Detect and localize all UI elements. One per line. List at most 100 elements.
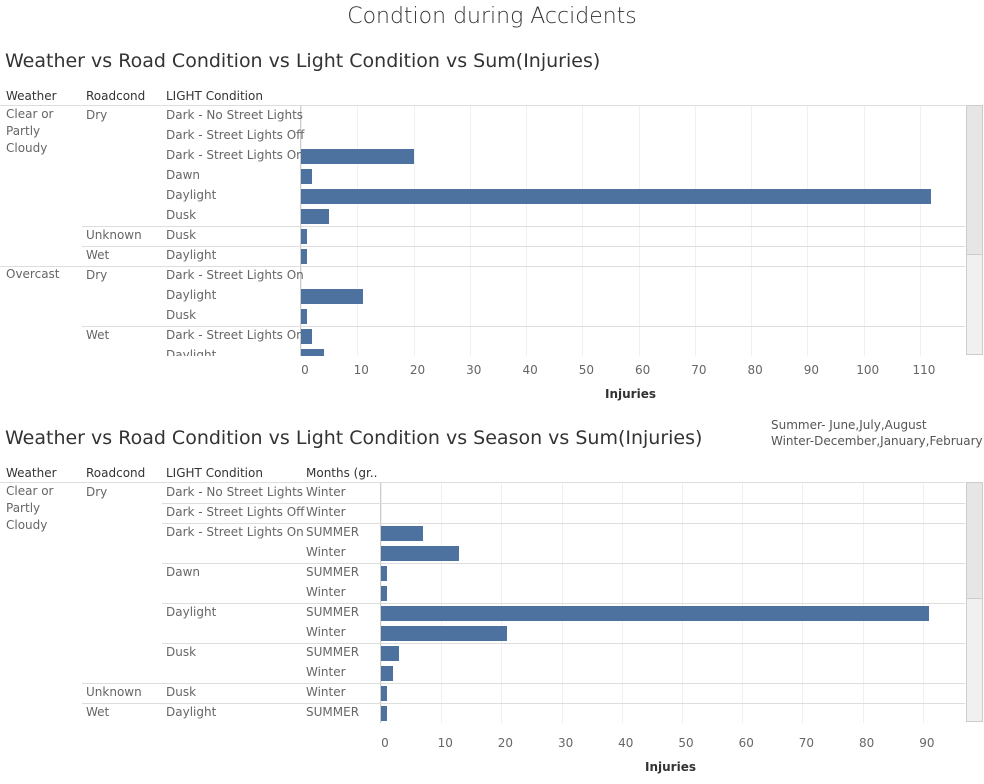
- column-header: Roadcond: [86, 466, 146, 480]
- row-separator: [82, 226, 965, 227]
- row-label: Wet: [86, 248, 110, 262]
- grid-line: [751, 106, 753, 356]
- row-label: Daylight: [166, 705, 217, 719]
- bar: [381, 546, 460, 561]
- row-label: Winter: [306, 585, 346, 599]
- column-header: Roadcond: [86, 89, 146, 103]
- scroll-thumb[interactable]: [967, 483, 982, 599]
- bar: [381, 686, 388, 701]
- x-tick-label: 80: [747, 363, 763, 377]
- x-tick-label: 40: [522, 363, 538, 377]
- chart-title: Weather vs Road Condition vs Light Condi…: [5, 427, 703, 449]
- x-tick-label: 80: [859, 736, 875, 750]
- x-axis-title: Injuries: [605, 387, 656, 401]
- row-label: Dark - Street Lights Off: [166, 128, 305, 142]
- row-label: Wet: [86, 328, 110, 342]
- row-separator: [162, 503, 965, 504]
- row-label: SUMMER: [306, 705, 360, 719]
- x-tick-label: 60: [634, 363, 651, 377]
- row-separator: [162, 643, 965, 644]
- row-label: Dark - Street Lights Off: [166, 505, 305, 519]
- x-tick-label: 90: [803, 363, 820, 377]
- row-label: Clear or Partly Cloudy: [6, 107, 54, 155]
- row-label: Dark - No Street Lights: [166, 485, 304, 499]
- bar: [381, 606, 929, 621]
- annotation: Summer- June,July,August: [771, 418, 927, 432]
- bar: [301, 209, 330, 224]
- x-tick-label: 20: [409, 363, 426, 377]
- bar: [301, 349, 324, 356]
- bar: [381, 706, 388, 721]
- table-panel: Clear or Partly Cloudy Dry Dark - No Stree…: [0, 105, 965, 356]
- bar: [301, 169, 313, 184]
- row-label: Daylight: [166, 288, 217, 302]
- x-tick-label: 90: [919, 736, 935, 750]
- row-label: Winter: [306, 685, 346, 699]
- row-label: Dry: [86, 485, 108, 499]
- table-panel: Clear or Partly Cloudy Dry Dark - No Stree…: [0, 482, 965, 723]
- x-tick-label: 10: [437, 736, 453, 750]
- row-label: Dusk: [166, 228, 197, 242]
- x-tick-label: 20: [497, 736, 514, 750]
- row-label: Daylight: [166, 605, 217, 619]
- row-label: Winter: [306, 485, 346, 499]
- grid-line: [807, 106, 809, 356]
- row-label: Dawn: [166, 168, 201, 182]
- grid-line: [526, 106, 528, 356]
- row-label: Dusk: [166, 645, 197, 659]
- scroll-thumb[interactable]: [967, 106, 982, 255]
- row-label: Daylight: [166, 188, 217, 202]
- row-label: Dark - Street Lights On: [166, 148, 304, 162]
- row-label: Dry: [86, 268, 108, 282]
- column-header: Weather: [6, 466, 57, 480]
- row-label: Clear or Partly Cloudy: [6, 484, 54, 532]
- row-separator: [82, 683, 965, 684]
- bar: [381, 626, 508, 641]
- x-axis-title: Injuries: [645, 760, 696, 774]
- row-separator: [162, 563, 965, 564]
- grid-line: [919, 106, 921, 356]
- dashboard-title: Condtion during Accidents: [347, 4, 637, 29]
- column-header: LIGHT Condition: [166, 466, 263, 480]
- plot-border: [300, 106, 301, 356]
- bar: [381, 526, 424, 541]
- bar: [301, 309, 307, 324]
- column-header: LIGHT Condition: [166, 89, 263, 103]
- row-separator: [82, 246, 965, 247]
- grid-line: [357, 106, 359, 356]
- grid-line: [694, 106, 696, 356]
- row-separator: [82, 326, 965, 327]
- row-label: Winter: [306, 505, 346, 519]
- row-separator: [162, 603, 965, 604]
- row-label: Winter: [306, 625, 346, 639]
- row-label: SUMMER: [306, 645, 360, 659]
- bar: [301, 289, 363, 304]
- grid-line: [413, 106, 415, 356]
- bar: [301, 229, 307, 244]
- row-label: Winter: [306, 545, 346, 559]
- x-tick-label: 0: [381, 736, 389, 750]
- row-separator: [162, 523, 965, 524]
- x-tick-label: 30: [557, 736, 574, 750]
- grid-line: [638, 106, 640, 356]
- row-label: SUMMER: [306, 565, 360, 579]
- row-separator: [82, 703, 965, 704]
- x-tick-label: 50: [578, 363, 594, 377]
- x-tick-label: 60: [738, 736, 754, 750]
- x-tick-label: 0: [301, 363, 309, 377]
- column-header: Months (gr..: [306, 466, 378, 480]
- bar: [381, 646, 400, 661]
- bar: [301, 189, 932, 204]
- row-label: Dry: [86, 108, 108, 122]
- x-tick-label: 10: [353, 363, 369, 377]
- row-label: Unknown: [86, 685, 142, 699]
- row-label: Winter: [306, 665, 346, 679]
- chart-title: Weather vs Road Condition vs Light Condi…: [5, 50, 601, 72]
- row-label: SUMMER: [306, 525, 360, 539]
- bar: [381, 586, 388, 601]
- column-header: Weather: [6, 89, 57, 103]
- x-tick-label: 40: [618, 736, 634, 750]
- annotation: Winter-December,January,February: [771, 434, 983, 448]
- row-label: Dark - Street Lights On: [166, 268, 304, 282]
